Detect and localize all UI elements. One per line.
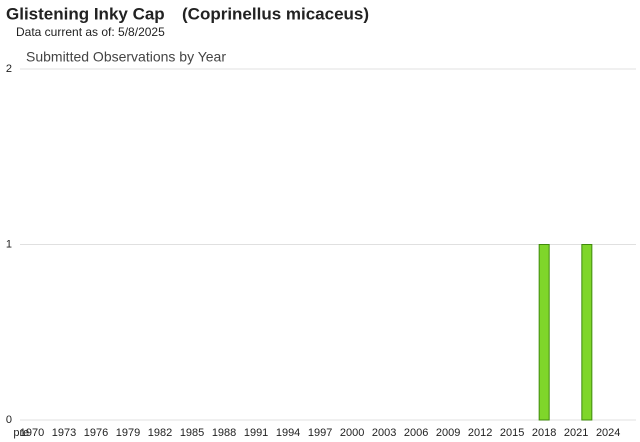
scientific-name: (Coprinellus micaceus) — [182, 4, 369, 23]
bar — [581, 244, 593, 421]
y-tick-label: 2 — [6, 63, 12, 75]
x-tick-label: 1988 — [212, 427, 236, 439]
x-tick-label: 2015 — [500, 427, 524, 439]
chart-title: Submitted Observations by Year — [26, 49, 226, 65]
x-tick-label: 2006 — [404, 427, 428, 439]
x-tick-label: 2024 — [596, 427, 620, 439]
x-tick-label: 1976 — [84, 427, 108, 439]
x-tick-label: 1991 — [244, 427, 268, 439]
x-tick-label: 2000 — [340, 427, 364, 439]
x-tick-label: 1997 — [308, 427, 332, 439]
x-tick-label: 1982 — [148, 427, 172, 439]
x-tick-label: 1970 — [20, 427, 44, 439]
x-tick-label: 1994 — [276, 427, 300, 439]
x-tick-label: 2003 — [372, 427, 396, 439]
y-tick-label: 0 — [6, 414, 12, 426]
x-tick-label: 1973 — [52, 427, 76, 439]
y-tick-label: 1 — [6, 238, 12, 250]
x-tick-label: 1985 — [180, 427, 204, 439]
x-tick-label: pre — [13, 427, 29, 439]
subtitle: Data current as of: 5/8/2025 — [16, 25, 165, 39]
x-tick-label: 1979 — [116, 427, 140, 439]
x-tick-label: 2018 — [532, 427, 556, 439]
x-tick-label: 2009 — [436, 427, 460, 439]
x-tick-label: 2021 — [564, 427, 588, 439]
species-name: Glistening Inky Cap — [6, 4, 165, 23]
bar — [538, 244, 550, 421]
x-tick-label: 2012 — [468, 427, 492, 439]
